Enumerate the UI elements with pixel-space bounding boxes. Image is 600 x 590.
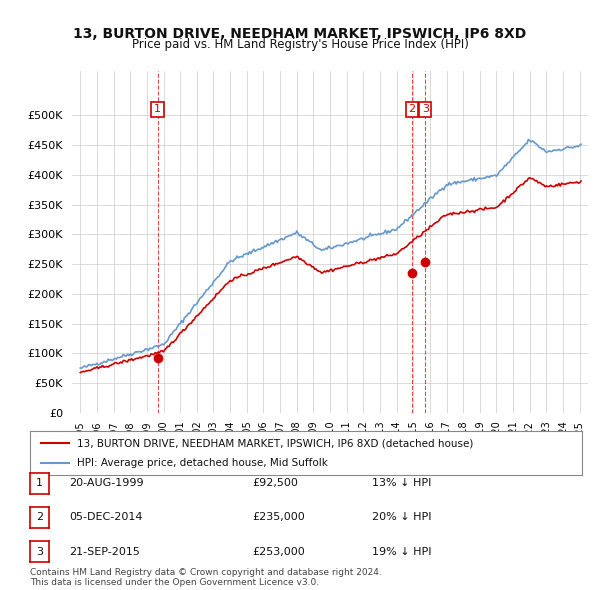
Text: 13, BURTON DRIVE, NEEDHAM MARKET, IPSWICH, IP6 8XD: 13, BURTON DRIVE, NEEDHAM MARKET, IPSWIC… — [73, 27, 527, 41]
Text: 1: 1 — [154, 104, 161, 114]
Text: Contains HM Land Registry data © Crown copyright and database right 2024.
This d: Contains HM Land Registry data © Crown c… — [30, 568, 382, 587]
Text: 20-AUG-1999: 20-AUG-1999 — [69, 478, 143, 488]
Text: £235,000: £235,000 — [252, 513, 305, 522]
Text: 3: 3 — [422, 104, 429, 114]
Text: £92,500: £92,500 — [252, 478, 298, 488]
Text: 2: 2 — [409, 104, 415, 114]
Text: 2: 2 — [36, 513, 43, 522]
Text: 13, BURTON DRIVE, NEEDHAM MARKET, IPSWICH, IP6 8XD (detached house): 13, BURTON DRIVE, NEEDHAM MARKET, IPSWIC… — [77, 438, 473, 448]
Text: 1: 1 — [36, 478, 43, 488]
Text: 20% ↓ HPI: 20% ↓ HPI — [372, 513, 431, 522]
Text: 05-DEC-2014: 05-DEC-2014 — [69, 513, 143, 522]
Text: 21-SEP-2015: 21-SEP-2015 — [69, 547, 140, 556]
Text: 13% ↓ HPI: 13% ↓ HPI — [372, 478, 431, 488]
Text: 19% ↓ HPI: 19% ↓ HPI — [372, 547, 431, 556]
Text: 3: 3 — [36, 547, 43, 556]
Text: £253,000: £253,000 — [252, 547, 305, 556]
Text: Price paid vs. HM Land Registry's House Price Index (HPI): Price paid vs. HM Land Registry's House … — [131, 38, 469, 51]
Text: HPI: Average price, detached house, Mid Suffolk: HPI: Average price, detached house, Mid … — [77, 458, 328, 467]
